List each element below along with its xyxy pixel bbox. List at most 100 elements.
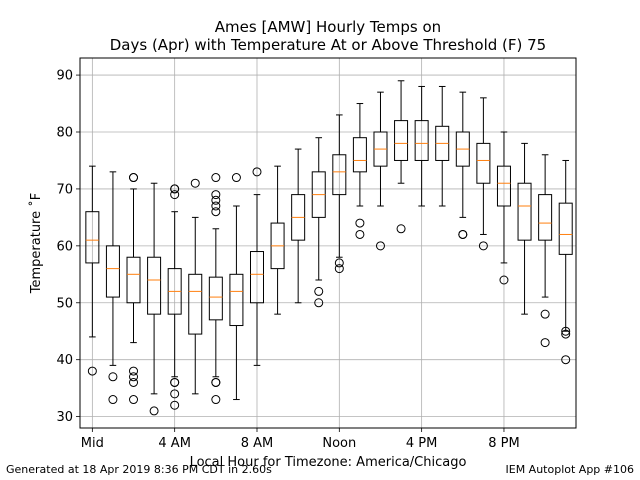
box-iqr: [85, 211, 100, 264]
box-hour-22: [538, 154, 553, 348]
outlier-point: [170, 389, 180, 399]
x-tick-label: Mid: [81, 436, 104, 451]
outlier-point: [129, 366, 139, 376]
outlier-point: [561, 326, 571, 336]
box-hour-3: [147, 182, 162, 416]
outlier-point: [540, 338, 550, 348]
outlier-point: [314, 298, 324, 308]
box-hour-12: [332, 114, 347, 274]
box-iqr: [538, 194, 553, 241]
box-hour-9: [270, 165, 285, 315]
box-iqr: [394, 120, 409, 161]
box-iqr: [249, 251, 264, 304]
box-hour-10: [291, 148, 306, 304]
x-tick-label: 8 AM: [241, 436, 274, 451]
y-axis: 30 40 50 60 70 80 90: [56, 69, 80, 425]
outlier-point: [561, 355, 571, 365]
outlier-point: [108, 372, 118, 382]
outlier-point: [252, 167, 262, 177]
box-plot-series: [85, 80, 573, 416]
outlier-point: [149, 406, 159, 416]
box-hour-1: [105, 171, 120, 405]
box-iqr: [352, 137, 367, 173]
box-hour-6: [208, 173, 223, 405]
box-hour-19: [476, 97, 491, 251]
chart-title-line-2: Days (Apr) with Temperature At or Above …: [110, 36, 546, 54]
outlier-point: [561, 329, 571, 339]
box-hour-15: [394, 80, 409, 234]
box-hour-8: [249, 167, 264, 366]
box-iqr: [332, 154, 347, 196]
outlier-point: [334, 258, 344, 268]
box-hour-17: [435, 85, 450, 207]
box-hour-11: [311, 137, 326, 308]
x-tick-label: 8 PM: [488, 436, 519, 451]
box-iqr: [558, 202, 573, 255]
outlier-point: [375, 241, 385, 251]
box-hour-5: [188, 178, 203, 395]
box-hour-20: [496, 131, 511, 285]
y-axis-label: Temperature ˚F: [28, 193, 44, 294]
footer-app-credit: IEM Autoplot App #106: [505, 463, 635, 476]
y-tick-label: 50: [56, 296, 73, 311]
y-tick-label: 70: [56, 182, 73, 197]
outlier-point: [129, 173, 139, 183]
outlier-point: [540, 309, 550, 319]
chart-title-line-1: Ames [AMW] Hourly Temps on: [215, 18, 441, 36]
box-iqr: [188, 273, 203, 335]
outlier-point: [170, 400, 180, 410]
box-iqr: [476, 142, 491, 184]
outlier-point: [129, 395, 139, 405]
box-iqr: [414, 120, 429, 161]
box-hour-13: [352, 103, 367, 239]
box-hour-4: [167, 184, 182, 410]
outlier-point: [211, 190, 221, 200]
outlier-point: [211, 201, 221, 211]
outlier-point: [190, 178, 200, 188]
plot-frame: [79, 57, 577, 429]
x-axis-label: Local Hour for Timezone: America/Chicago: [190, 455, 467, 470]
footer-generated-text: Generated at 18 Apr 2019 8:36 PM CDT in …: [6, 463, 272, 476]
box-iqr: [229, 273, 244, 327]
box-iqr: [517, 182, 532, 241]
outlier-point: [129, 372, 139, 382]
x-tick-label: 4 AM: [158, 436, 191, 451]
outlier-point: [458, 229, 468, 239]
outlier-point: [334, 264, 344, 274]
box-hour-14: [373, 91, 388, 251]
outlier-point: [499, 275, 509, 285]
box-iqr: [147, 256, 162, 315]
box-hour-18: [455, 91, 470, 239]
outlier-point: [129, 377, 139, 387]
x-tick-label: 4 PM: [406, 436, 437, 451]
box-iqr: [126, 256, 141, 304]
outlier-point: [108, 395, 118, 405]
outlier-point: [211, 173, 221, 183]
outlier-point: [211, 395, 221, 405]
x-axis: Mid 4 AM 8 AM Noon 4 PM 8 PM: [81, 428, 520, 451]
box-iqr: [496, 165, 511, 207]
outlier-point: [211, 195, 221, 205]
outlier-point: [231, 173, 241, 183]
y-tick-label: 30: [56, 410, 73, 425]
box-hour-2: [126, 173, 141, 405]
outlier-point: [396, 224, 406, 234]
outlier-point: [87, 366, 97, 376]
y-tick-label: 60: [56, 239, 73, 254]
outlier-point: [211, 207, 221, 217]
box-hour-23: [558, 159, 573, 365]
box-iqr: [105, 245, 120, 298]
outlier-point: [170, 377, 180, 387]
box-hour-0: [85, 165, 100, 376]
outlier-point: [170, 190, 180, 200]
box-hour-21: [517, 142, 532, 315]
outlier-point: [355, 218, 365, 228]
x-tick-label: Noon: [322, 436, 356, 451]
y-tick-label: 40: [56, 353, 73, 368]
box-hour-7: [229, 173, 244, 401]
outlier-point: [314, 286, 324, 296]
box-hour-16: [414, 85, 429, 207]
y-tick-label: 80: [56, 126, 73, 141]
box-iqr: [208, 276, 223, 321]
